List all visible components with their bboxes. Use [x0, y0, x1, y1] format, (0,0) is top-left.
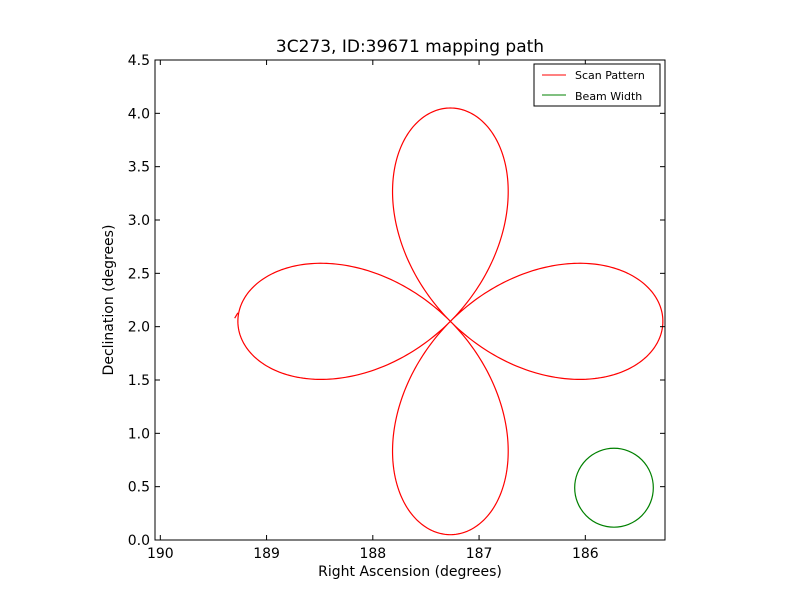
y-tick-label: 4.0	[128, 106, 150, 122]
beam-width-circle	[574, 447, 654, 528]
chart-title: 3C273, ID:39671 mapping path	[276, 37, 544, 57]
y-tick-label: 1.5	[128, 373, 150, 389]
scan-pattern-line	[237, 107, 664, 536]
legend-box	[533, 63, 661, 107]
y-tick-label: 0.0	[128, 533, 150, 549]
x-axis-label: Right Ascension (degrees)	[318, 564, 502, 580]
y-tick-label: 2.0	[128, 320, 150, 336]
x-tick-label: 189	[253, 546, 280, 562]
x-tick-label: 186	[572, 546, 599, 562]
y-tick-label: 3.5	[128, 160, 150, 176]
x-tick-label: 190	[147, 546, 174, 562]
y-tick-label: 4.5	[128, 53, 150, 69]
y-tick-label: 2.5	[128, 266, 150, 282]
plot-area	[234, 107, 664, 536]
y-tick-label: 3.0	[128, 213, 150, 229]
x-tick-label: 188	[359, 546, 386, 562]
legend-label-scan-pattern: Scan Pattern	[575, 69, 645, 82]
x-tick-label: 187	[466, 546, 493, 562]
plot-frame	[154, 59, 666, 541]
legend-label-beam-width: Beam Width	[575, 90, 642, 103]
y-tick-label: 0.5	[128, 480, 150, 496]
y-axis-label: Declination (degrees)	[101, 225, 117, 376]
y-tick-label: 1.0	[128, 426, 150, 442]
scan-pattern-start-hook	[234, 312, 239, 319]
axis-ticks: 190 189 188 187 186 0.0 0.5 1.0 1.5 2.0 2.5 3.0 3.5 4…	[128, 53, 665, 562]
legend: Scan Pattern Beam Width	[533, 63, 661, 107]
